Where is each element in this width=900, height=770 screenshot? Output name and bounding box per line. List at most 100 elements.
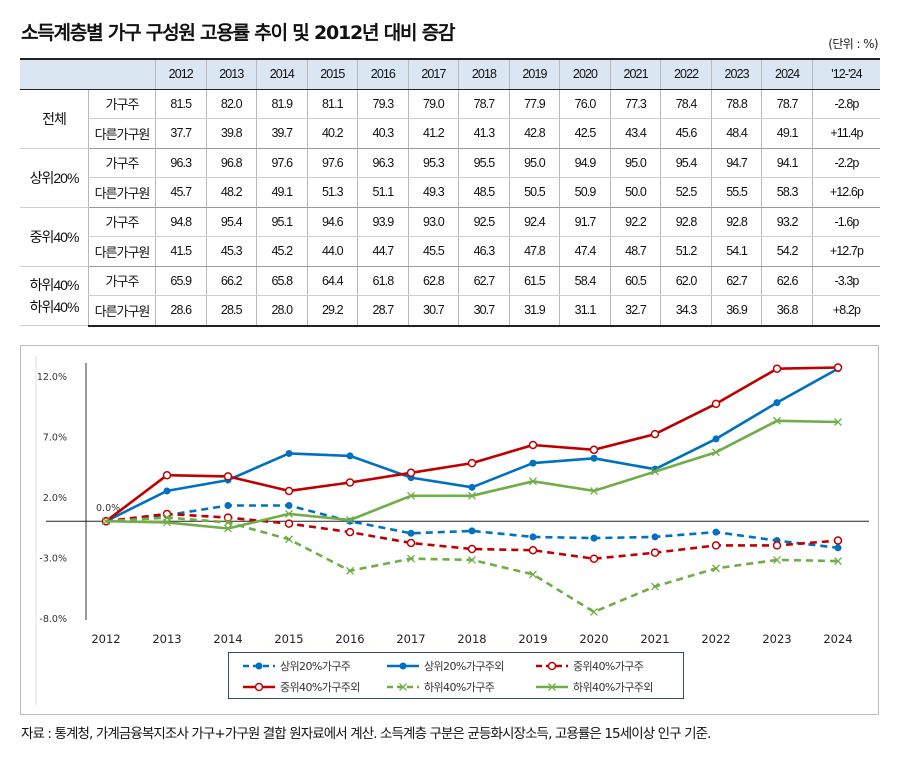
data-point xyxy=(284,519,294,528)
change-cell: +8.2p xyxy=(811,295,880,327)
series-solid-5 xyxy=(102,416,842,533)
value-cell: 60.5 xyxy=(609,266,661,296)
data-point xyxy=(224,501,232,509)
data-point xyxy=(590,534,598,542)
legend-swatch-icon xyxy=(387,662,419,670)
x-tick-label: 2018 xyxy=(457,632,486,646)
row-label: 다른가구원 xyxy=(88,118,156,149)
change-cell: +11.4p xyxy=(811,118,880,149)
value-cell: 31.1 xyxy=(559,295,611,327)
value-cell: 47.4 xyxy=(559,236,611,267)
value-cell: 66.2 xyxy=(205,266,257,296)
value-cell: 95.1 xyxy=(256,207,308,237)
data-point xyxy=(163,487,171,495)
data-point xyxy=(468,555,476,564)
value-cell: 29.2 xyxy=(306,295,358,327)
data-point xyxy=(529,533,537,541)
value-cell: 45.5 xyxy=(407,236,459,267)
x-tick-label: 2014 xyxy=(213,632,242,646)
data-point xyxy=(772,541,782,550)
value-cell: 28.6 xyxy=(155,295,207,327)
row-label: 다른가구원 xyxy=(88,177,156,208)
value-cell: 28.7 xyxy=(357,295,409,327)
col-header: 2014 xyxy=(256,58,308,90)
data-point xyxy=(712,564,720,573)
value-cell: 96.3 xyxy=(155,148,207,178)
change-cell: -3.3p xyxy=(811,266,880,296)
col-header-change: '12-'24 xyxy=(811,58,880,90)
data-point xyxy=(284,486,294,496)
col-header: 2015 xyxy=(306,58,358,90)
value-cell: 94.8 xyxy=(155,207,207,237)
value-cell: 45.7 xyxy=(155,177,207,208)
data-point xyxy=(467,458,477,468)
data-point xyxy=(285,501,293,509)
value-cell: 58.4 xyxy=(559,266,611,296)
data-point xyxy=(711,541,721,550)
data-point xyxy=(650,429,660,439)
value-cell: 41.5 xyxy=(155,236,207,267)
data-point xyxy=(834,418,842,426)
header-blank xyxy=(20,58,156,90)
value-cell: 76.0 xyxy=(559,89,611,119)
data-point xyxy=(468,483,476,491)
legend-swatch-icon xyxy=(387,683,419,691)
col-header: 2021 xyxy=(609,58,661,90)
x-tick-label: 2016 xyxy=(335,632,364,646)
data-point xyxy=(345,478,355,487)
value-cell: 62.7 xyxy=(710,266,762,296)
row-label: 다른가구원 xyxy=(88,295,156,327)
data-point xyxy=(345,527,355,537)
change-cell: -2.2p xyxy=(811,148,880,178)
data-point xyxy=(833,536,843,545)
group-label: 전체 xyxy=(20,89,89,149)
value-cell: 51.3 xyxy=(306,177,358,208)
value-cell: 44.0 xyxy=(306,236,358,267)
value-cell: 49.3 xyxy=(407,177,459,208)
data-point xyxy=(529,459,537,467)
row-label: 가구주 xyxy=(88,89,156,119)
value-cell: 54.1 xyxy=(710,236,762,267)
change-cell: +12.7p xyxy=(811,236,880,267)
series-dashed-2 xyxy=(101,509,843,563)
change-cell: -2.8p xyxy=(811,89,880,119)
value-cell: 95.0 xyxy=(508,148,560,178)
legend-label: 상위20%가구주 xyxy=(280,660,351,673)
value-cell: 28.5 xyxy=(205,295,257,327)
value-cell: 95.0 xyxy=(609,148,661,178)
page-title: 소득계층별 가구 구성원 고용률 추이 및 2012년 대비 증감 xyxy=(21,22,455,44)
y-tick-label: -8.0% xyxy=(39,614,67,625)
x-tick-label: 2021 xyxy=(640,632,669,646)
value-cell: 52.5 xyxy=(660,177,712,208)
col-header: 2016 xyxy=(357,58,409,90)
table-row: 전체 가구주 81.5 82.0 81.9 81.1 79.3 79.0 78.7 77.9 76.… xyxy=(20,89,880,149)
legend-label: 하위40%가구주 xyxy=(424,681,495,694)
value-cell: 62.6 xyxy=(761,266,813,296)
y-tick-label: 2.0% xyxy=(43,493,67,504)
data-point xyxy=(468,527,476,535)
value-cell: 97.6 xyxy=(306,148,358,178)
data-point xyxy=(285,535,293,544)
col-header: 2023 xyxy=(710,58,762,90)
value-cell: 45.3 xyxy=(205,236,257,267)
data-point xyxy=(651,533,659,541)
legend-label: 중위40%가구주외 xyxy=(280,681,360,694)
value-cell: 54.2 xyxy=(761,236,813,267)
data-point xyxy=(590,454,598,462)
data-point xyxy=(589,445,599,455)
x-tick-label: 2022 xyxy=(701,632,730,646)
value-cell: 91.7 xyxy=(559,207,611,237)
data-point xyxy=(528,440,538,450)
legend-marker xyxy=(255,662,263,670)
x-tick-label: 2020 xyxy=(579,632,608,646)
value-cell: 95.5 xyxy=(458,148,510,178)
value-cell: 94.9 xyxy=(559,148,611,178)
x-tick-label: 2023 xyxy=(762,632,791,646)
x-tick-label: 2017 xyxy=(396,632,425,646)
legend-swatch-icon xyxy=(536,683,568,691)
col-header: 2017 xyxy=(407,58,459,90)
value-cell: 78.7 xyxy=(761,89,813,119)
data-point xyxy=(772,364,782,373)
legend-swatch-icon xyxy=(536,661,568,671)
data-point xyxy=(529,570,537,579)
